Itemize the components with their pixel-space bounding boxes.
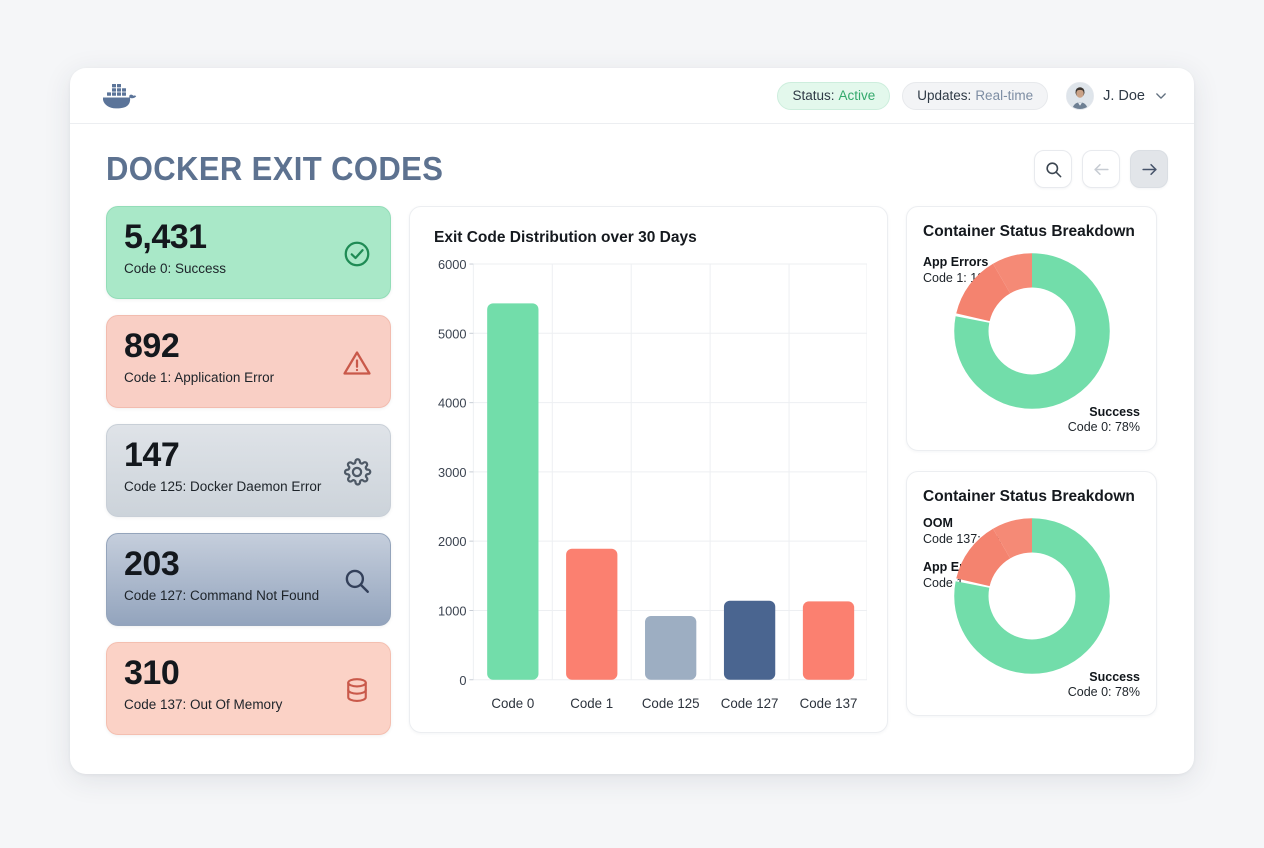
callout-name: Success — [1089, 669, 1140, 684]
updates-badge[interactable]: Updates: Real-time — [902, 81, 1049, 110]
donut-title: Container Status Breakdown — [923, 223, 1135, 240]
top-bar-actions: Status: Active Updates: Real-time — [777, 81, 1168, 110]
kpi-card-code-125[interactable]: 147 Code 125: Docker Daemon Error — [106, 424, 391, 517]
chart-gridlines — [472, 263, 867, 681]
dashboard-content: 5,431 Code 0: Success 892 Code 1: Applic… — [70, 188, 1194, 735]
y-tick: 1000 — [438, 603, 466, 618]
chart-plot-area: 6000 5000 4000 3000 2000 1000 0 — [426, 257, 867, 720]
bar-code-1 — [566, 548, 618, 680]
bar-code-137 — [802, 601, 855, 680]
y-tick: 5000 — [438, 326, 466, 341]
kpi-value: 203 — [124, 545, 180, 583]
bar-code-0 — [487, 303, 539, 680]
y-axis-tick-marks — [469, 263, 474, 681]
arrow-right-icon — [1141, 163, 1157, 175]
x-tick: Code 1 — [570, 696, 613, 711]
y-axis-ticks: 6000 5000 4000 3000 2000 1000 0 — [438, 257, 466, 688]
kpi-value: 5,431 — [124, 218, 207, 256]
x-tick: Code 0 — [491, 696, 534, 711]
donut-slice-oom — [953, 518, 1110, 674]
donut-chart-2[interactable] — [952, 516, 1112, 676]
gear-icon — [342, 457, 372, 487]
kpi-label: Code 1: Application Error — [124, 369, 275, 385]
bar-chart-panel: Exit Code Distribution over 30 Days — [409, 206, 888, 733]
bar-code-125 — [645, 616, 697, 680]
kpi-value: 147 — [124, 436, 180, 474]
callout-name: OOM — [923, 516, 953, 530]
y-tick: 3000 — [438, 465, 466, 480]
magnifier-icon — [342, 566, 372, 596]
kpi-label: Code 0: Success — [124, 260, 227, 276]
bar-code-127 — [723, 600, 776, 680]
chart-title: Exit Code Distribution over 30 Days — [434, 229, 697, 246]
x-tick: Code 125 — [642, 696, 700, 711]
arrow-left-icon — [1093, 163, 1109, 175]
donut-title: Container Status Breakdown — [923, 488, 1135, 505]
donut-chart-wrap — [923, 251, 1140, 436]
y-tick: 4000 — [438, 396, 466, 411]
status-badge-label: Status: — [792, 88, 835, 103]
donut-slice-other — [953, 253, 1110, 409]
y-tick: 0 — [459, 673, 466, 688]
x-tick: Code 127 — [721, 696, 779, 711]
kpi-card-code-0[interactable]: 5,431 Code 0: Success — [106, 206, 391, 299]
donut-callout-success: Success Code 0: 78% — [1068, 670, 1140, 701]
callout-name: Success — [1089, 404, 1140, 419]
kpi-value: 310 — [124, 654, 180, 692]
donut-column: Container Status Breakdown App Errors Co… — [906, 206, 1157, 735]
user-menu[interactable]: J. Doe — [1066, 81, 1168, 110]
donut-panel-1: Container Status Breakdown App Errors Co… — [906, 206, 1157, 451]
updates-badge-value: Real-time — [975, 88, 1034, 103]
page-title: DOCKER EXIT CODES — [106, 150, 444, 187]
kpi-label: Code 127: Command Not Found — [124, 587, 320, 603]
kpi-column: 5,431 Code 0: Success 892 Code 1: Applic… — [106, 206, 391, 735]
top-bar: Status: Active Updates: Real-time — [70, 68, 1194, 124]
donut-callout-success: Success Code 0: 78% — [1068, 405, 1140, 436]
status-badge[interactable]: Status: Active — [777, 81, 891, 110]
status-badge-value: Active — [838, 88, 876, 103]
nav-buttons — [1034, 150, 1168, 188]
back-button[interactable] — [1082, 150, 1120, 188]
search-button[interactable] — [1034, 150, 1072, 188]
donut-panel-2: Container Status Breakdown OOM Code 137:… — [906, 471, 1157, 716]
avatar — [1066, 81, 1095, 110]
page-header: DOCKER EXIT CODES — [70, 124, 1194, 188]
callout-name: App Errors — [923, 255, 989, 269]
x-tick: Code 137 — [800, 696, 858, 711]
kpi-label: Code 125: Docker Daemon Error — [124, 478, 322, 494]
callout-detail: Code 0: 78% — [1067, 420, 1140, 435]
kpi-value: 892 — [124, 327, 180, 365]
database-icon — [342, 675, 372, 705]
x-axis-ticks: Code 0 Code 1 Code 125 Code 127 Code 137 — [491, 696, 857, 711]
kpi-card-code-1[interactable]: 892 Code 1: Application Error — [106, 315, 391, 408]
check-circle-icon — [342, 239, 372, 269]
callout-detail: Code 1 — [923, 575, 964, 590]
search-icon — [1045, 161, 1061, 177]
y-tick: 6000 — [438, 257, 466, 272]
donut-chart-wrap — [923, 516, 1140, 701]
callout-detail: Code 0: 78% — [1067, 685, 1140, 700]
chevron-down-icon[interactable] — [1154, 89, 1168, 103]
app-window: Status: Active Updates: Real-time — [70, 68, 1194, 774]
user-name: J. Doe — [1103, 87, 1145, 104]
y-tick: 2000 — [438, 534, 466, 549]
updates-badge-label: Updates: — [917, 88, 972, 103]
bar-series — [487, 303, 855, 680]
donut-chart-1[interactable] — [952, 251, 1112, 411]
kpi-card-code-127[interactable]: 203 Code 127: Command Not Found — [106, 533, 391, 626]
docker-whale-icon[interactable] — [100, 80, 140, 112]
forward-button[interactable] — [1130, 150, 1168, 188]
kpi-card-code-137[interactable]: 310 Code 137: Out Of Memory — [106, 642, 391, 735]
bar-chart-svg[interactable]: 6000 5000 4000 3000 2000 1000 0 — [426, 257, 867, 720]
kpi-label: Code 137: Out Of Memory — [124, 696, 283, 712]
warning-triangle-icon — [342, 348, 372, 378]
